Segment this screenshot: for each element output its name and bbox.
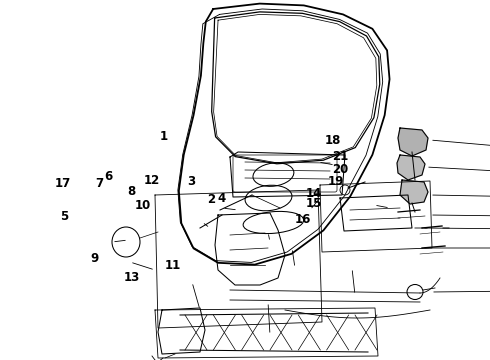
Text: 11: 11	[164, 259, 181, 272]
Polygon shape	[400, 180, 428, 204]
Text: 20: 20	[332, 163, 349, 176]
Text: 5: 5	[60, 210, 68, 222]
Text: 8: 8	[127, 185, 135, 198]
Text: 9: 9	[90, 252, 98, 265]
Text: 15: 15	[305, 197, 322, 210]
Text: 19: 19	[327, 175, 344, 188]
Text: 2: 2	[207, 193, 215, 206]
Polygon shape	[398, 128, 428, 156]
Text: 12: 12	[144, 174, 160, 187]
Text: 6: 6	[105, 170, 113, 183]
Text: 4: 4	[218, 192, 225, 205]
Text: 13: 13	[123, 271, 140, 284]
Text: 1: 1	[160, 130, 168, 143]
Text: 16: 16	[294, 213, 311, 226]
Text: 10: 10	[135, 199, 151, 212]
Text: 18: 18	[325, 134, 342, 147]
Text: 3: 3	[187, 175, 195, 188]
Polygon shape	[397, 155, 425, 180]
Text: 7: 7	[95, 177, 103, 190]
Text: 14: 14	[305, 187, 322, 200]
Text: 17: 17	[54, 177, 71, 190]
Text: 21: 21	[332, 150, 349, 163]
